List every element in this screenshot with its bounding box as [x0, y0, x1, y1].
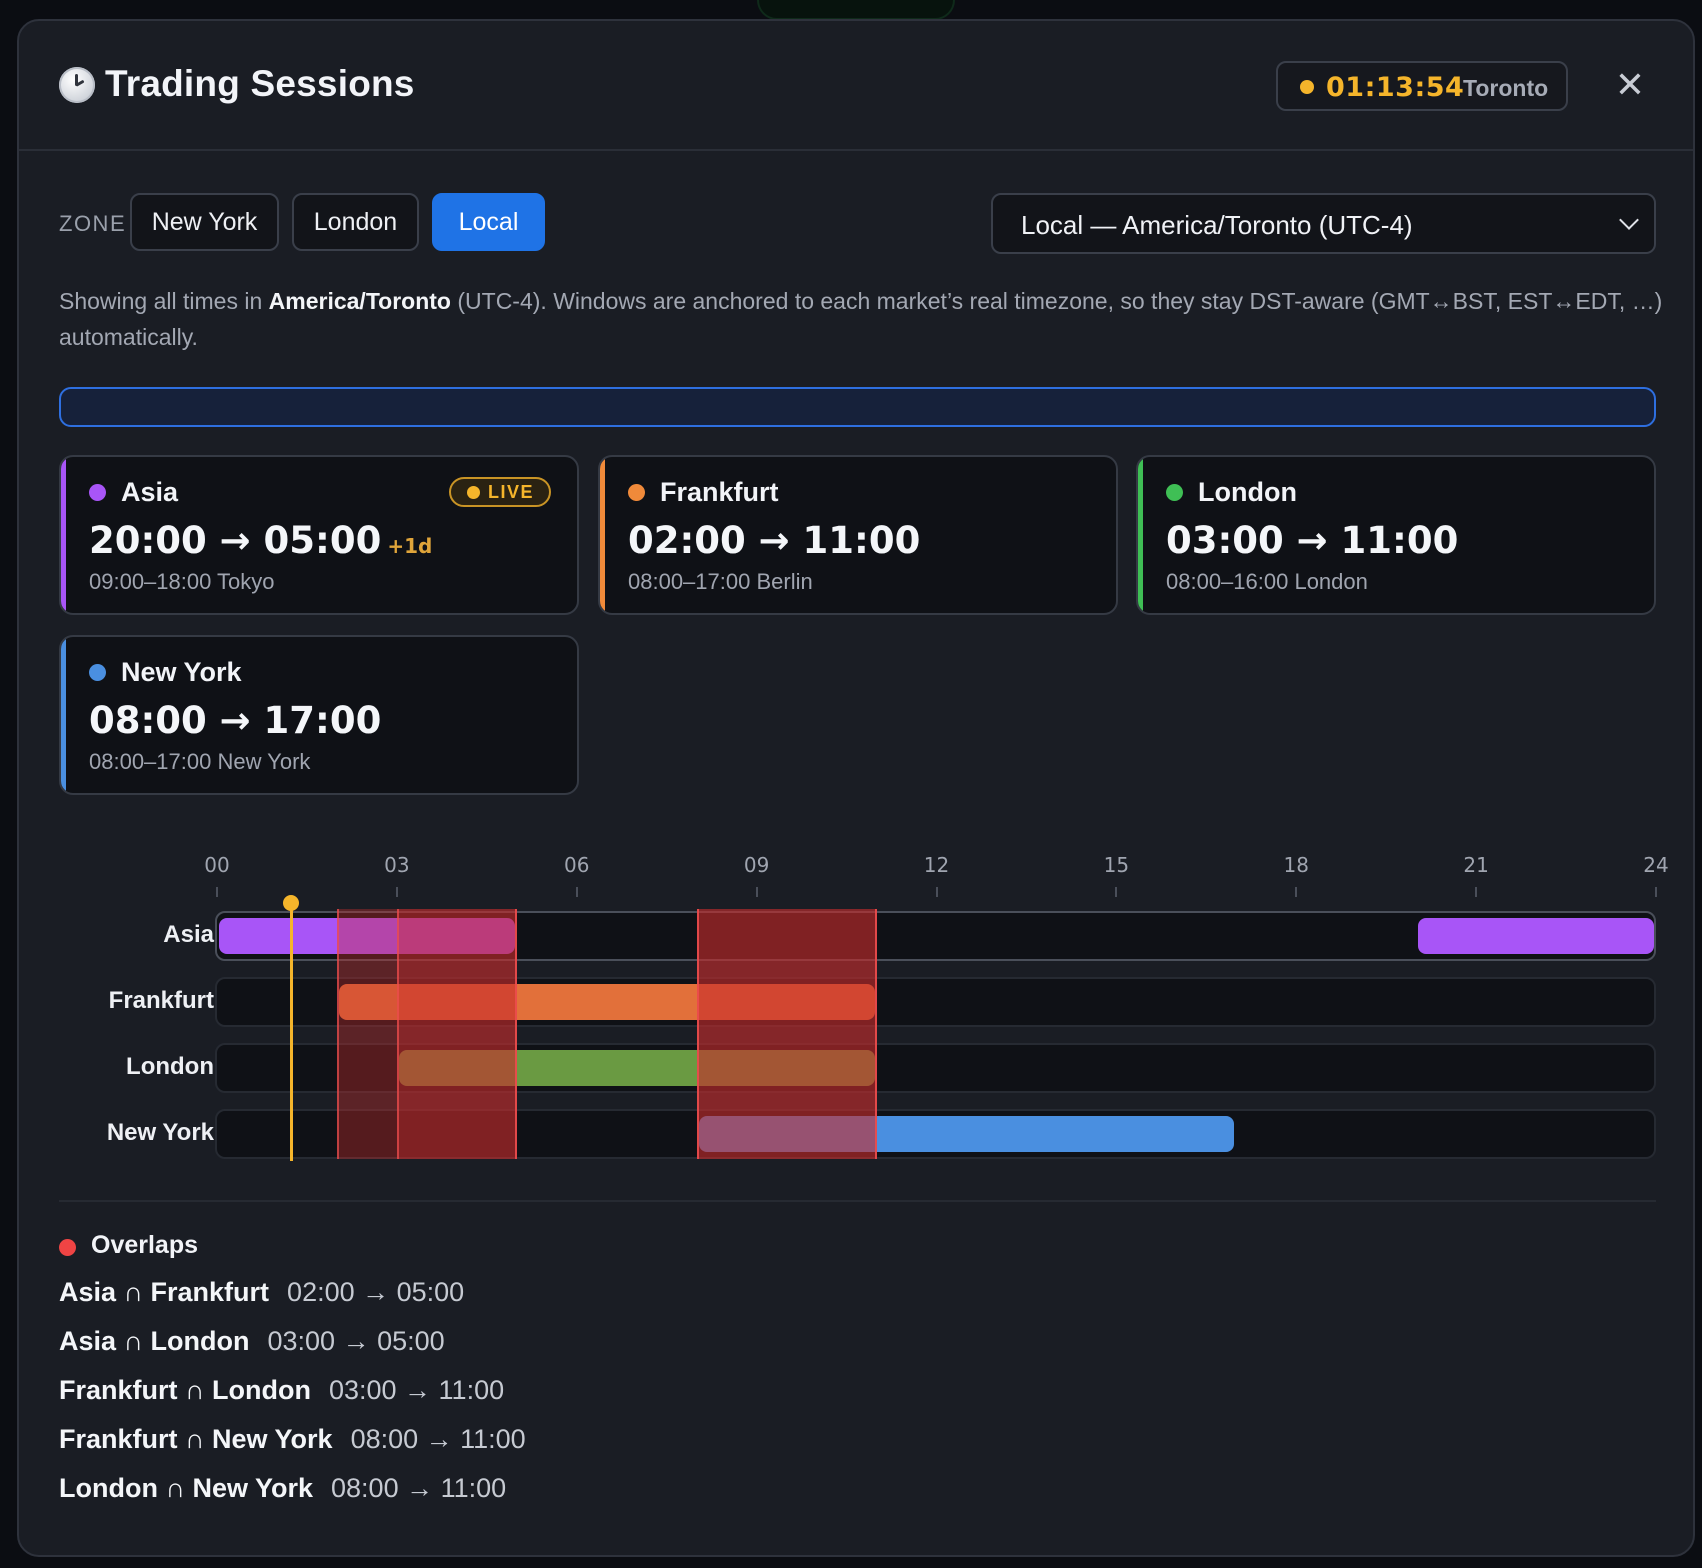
axis-tick-label: 03: [384, 853, 410, 877]
now-indicator-line: [289, 903, 293, 1161]
zone-button-new-york[interactable]: New York: [130, 193, 279, 251]
overlap-band: [396, 909, 517, 1159]
trading-sessions-modal: Trading Sessions 01:13:54 Toronto ✕ ZONE…: [17, 19, 1695, 1557]
background-plan-badge: [757, 0, 955, 20]
overlaps-title: Overlaps: [91, 1231, 199, 1259]
session-range: 20:00 → 05:00 +1d: [89, 519, 433, 562]
session-bar-frankfurt[interactable]: [338, 984, 875, 1020]
zone-label: ZONE: [59, 211, 127, 236]
session-card-new-york[interactable]: New York 08:00 → 17:00 08:00–17:00 New Y…: [59, 635, 579, 795]
session-bar-london[interactable]: [398, 1050, 875, 1086]
clock-icon: [59, 67, 95, 103]
description-timezone: America/Toronto: [268, 288, 451, 314]
axis-tick-label: 09: [743, 853, 770, 877]
filter-input[interactable]: [59, 387, 1656, 427]
axis-tick: [755, 887, 758, 897]
axis-tick: [1475, 887, 1478, 897]
overlap-item: Frankfurt ∩ London 03:00 → 11:00: [59, 1375, 505, 1405]
card-accent: [61, 637, 66, 793]
timeline-row-label-frankfurt: Frankfurt: [108, 987, 214, 1014]
session-card-london[interactable]: London 03:00 → 11:00 08:00–16:00 London: [1136, 455, 1656, 615]
axis-tick: [216, 887, 218, 897]
card-accent: [600, 457, 605, 613]
session-local-hours: 08:00–17:00 New York: [89, 749, 311, 774]
overlap-dot-icon: [59, 1239, 76, 1256]
session-card-asia[interactable]: Asia LIVE 20:00 → 05:00 +1d 09:00–18:00 T…: [59, 455, 579, 615]
session-bar-asia[interactable]: [1418, 918, 1654, 954]
axis-tick: [1295, 887, 1298, 897]
axis-tick-label: 06: [564, 853, 590, 877]
session-dot: [89, 484, 106, 501]
session-range: 08:00 → 17:00: [89, 699, 382, 742]
session-local-hours: 08:00–16:00 London: [1166, 569, 1368, 594]
live-badge: LIVE: [449, 477, 551, 507]
session-timeline: 00 03 06 09 12 15 18 21 24 Asia Frankfurt London…: [19, 841, 1693, 1161]
overlap-item: Asia ∩ Frankfurt 02:00 → 05:00: [59, 1277, 465, 1307]
card-accent: [61, 457, 66, 613]
chevron-down-icon: [1619, 210, 1639, 230]
session-local-hours: 09:00–18:00 Tokyo: [89, 569, 275, 594]
session-name: Frankfurt: [660, 477, 779, 507]
time-status-dot: [1300, 80, 1314, 94]
session-card-frankfurt[interactable]: Frankfurt 02:00 → 11:00 08:00–17:00 Berl…: [598, 455, 1118, 615]
overlap-item: Asia ∩ London 03:00 → 05:00: [59, 1326, 445, 1356]
axis-tick-label: 12: [923, 853, 950, 877]
session-name: New York: [121, 657, 242, 687]
overlap-item: London ∩ New York 08:00 → 11:00: [59, 1473, 507, 1503]
axis-tick: [575, 887, 578, 897]
now-indicator-knob: [282, 895, 299, 911]
card-accent: [1138, 457, 1143, 613]
zone-button-local[interactable]: Local: [432, 193, 545, 251]
section-divider: [59, 1200, 1656, 1202]
session-bar-asia[interactable]: [219, 918, 515, 954]
timezone-select-value: Local — America/Toronto (UTC-4): [1021, 210, 1413, 240]
axis-tick-label: 24: [1643, 853, 1669, 877]
axis-tick-label: 18: [1283, 853, 1309, 877]
axis-tick: [395, 887, 398, 897]
axis-tick: [935, 887, 938, 897]
modal-title: Trading Sessions: [105, 63, 415, 104]
axis-tick-label: 21: [1463, 853, 1489, 877]
session-dot: [89, 664, 106, 681]
overlap-band: [696, 909, 877, 1159]
session-range: 03:00 → 11:00: [1166, 519, 1459, 562]
overlap-item: Frankfurt ∩ New York 08:00 → 11:00: [59, 1424, 526, 1454]
current-time-pill: 01:13:54 Toronto: [1276, 61, 1568, 111]
next-day-marker: +1d: [387, 534, 433, 558]
current-time: 01:13:54: [1326, 72, 1465, 103]
session-name: London: [1198, 477, 1297, 507]
modal-header: Trading Sessions 01:13:54 Toronto ✕: [19, 21, 1693, 151]
axis-tick: [1115, 887, 1118, 897]
timezone-description: Showing all times in America/Toronto (UT…: [59, 288, 1663, 350]
axis-tick: [1655, 887, 1657, 897]
session-local-hours: 08:00–17:00 Berlin: [628, 569, 813, 594]
zone-button-london[interactable]: London: [292, 193, 419, 251]
axis-tick-label: 00: [204, 853, 230, 877]
live-dot-icon: [467, 486, 480, 499]
session-range: 02:00 → 11:00: [628, 519, 921, 562]
timeline-row-label-london: London: [126, 1053, 214, 1080]
timeline-row-label-asia: Asia: [163, 921, 214, 948]
current-city: Toronto: [1463, 75, 1549, 101]
overlap-band: [696, 909, 877, 1159]
session-dot: [1166, 484, 1183, 501]
close-icon[interactable]: ✕: [1614, 64, 1646, 105]
timezone-select[interactable]: Local — America/Toronto (UTC-4): [991, 193, 1656, 254]
axis-tick-label: 15: [1103, 853, 1130, 877]
session-name: Asia: [121, 477, 179, 507]
session-bar-new-york[interactable]: [698, 1116, 1235, 1152]
timeline-row-label-new-york: New York: [106, 1119, 214, 1146]
session-dot: [628, 484, 645, 501]
